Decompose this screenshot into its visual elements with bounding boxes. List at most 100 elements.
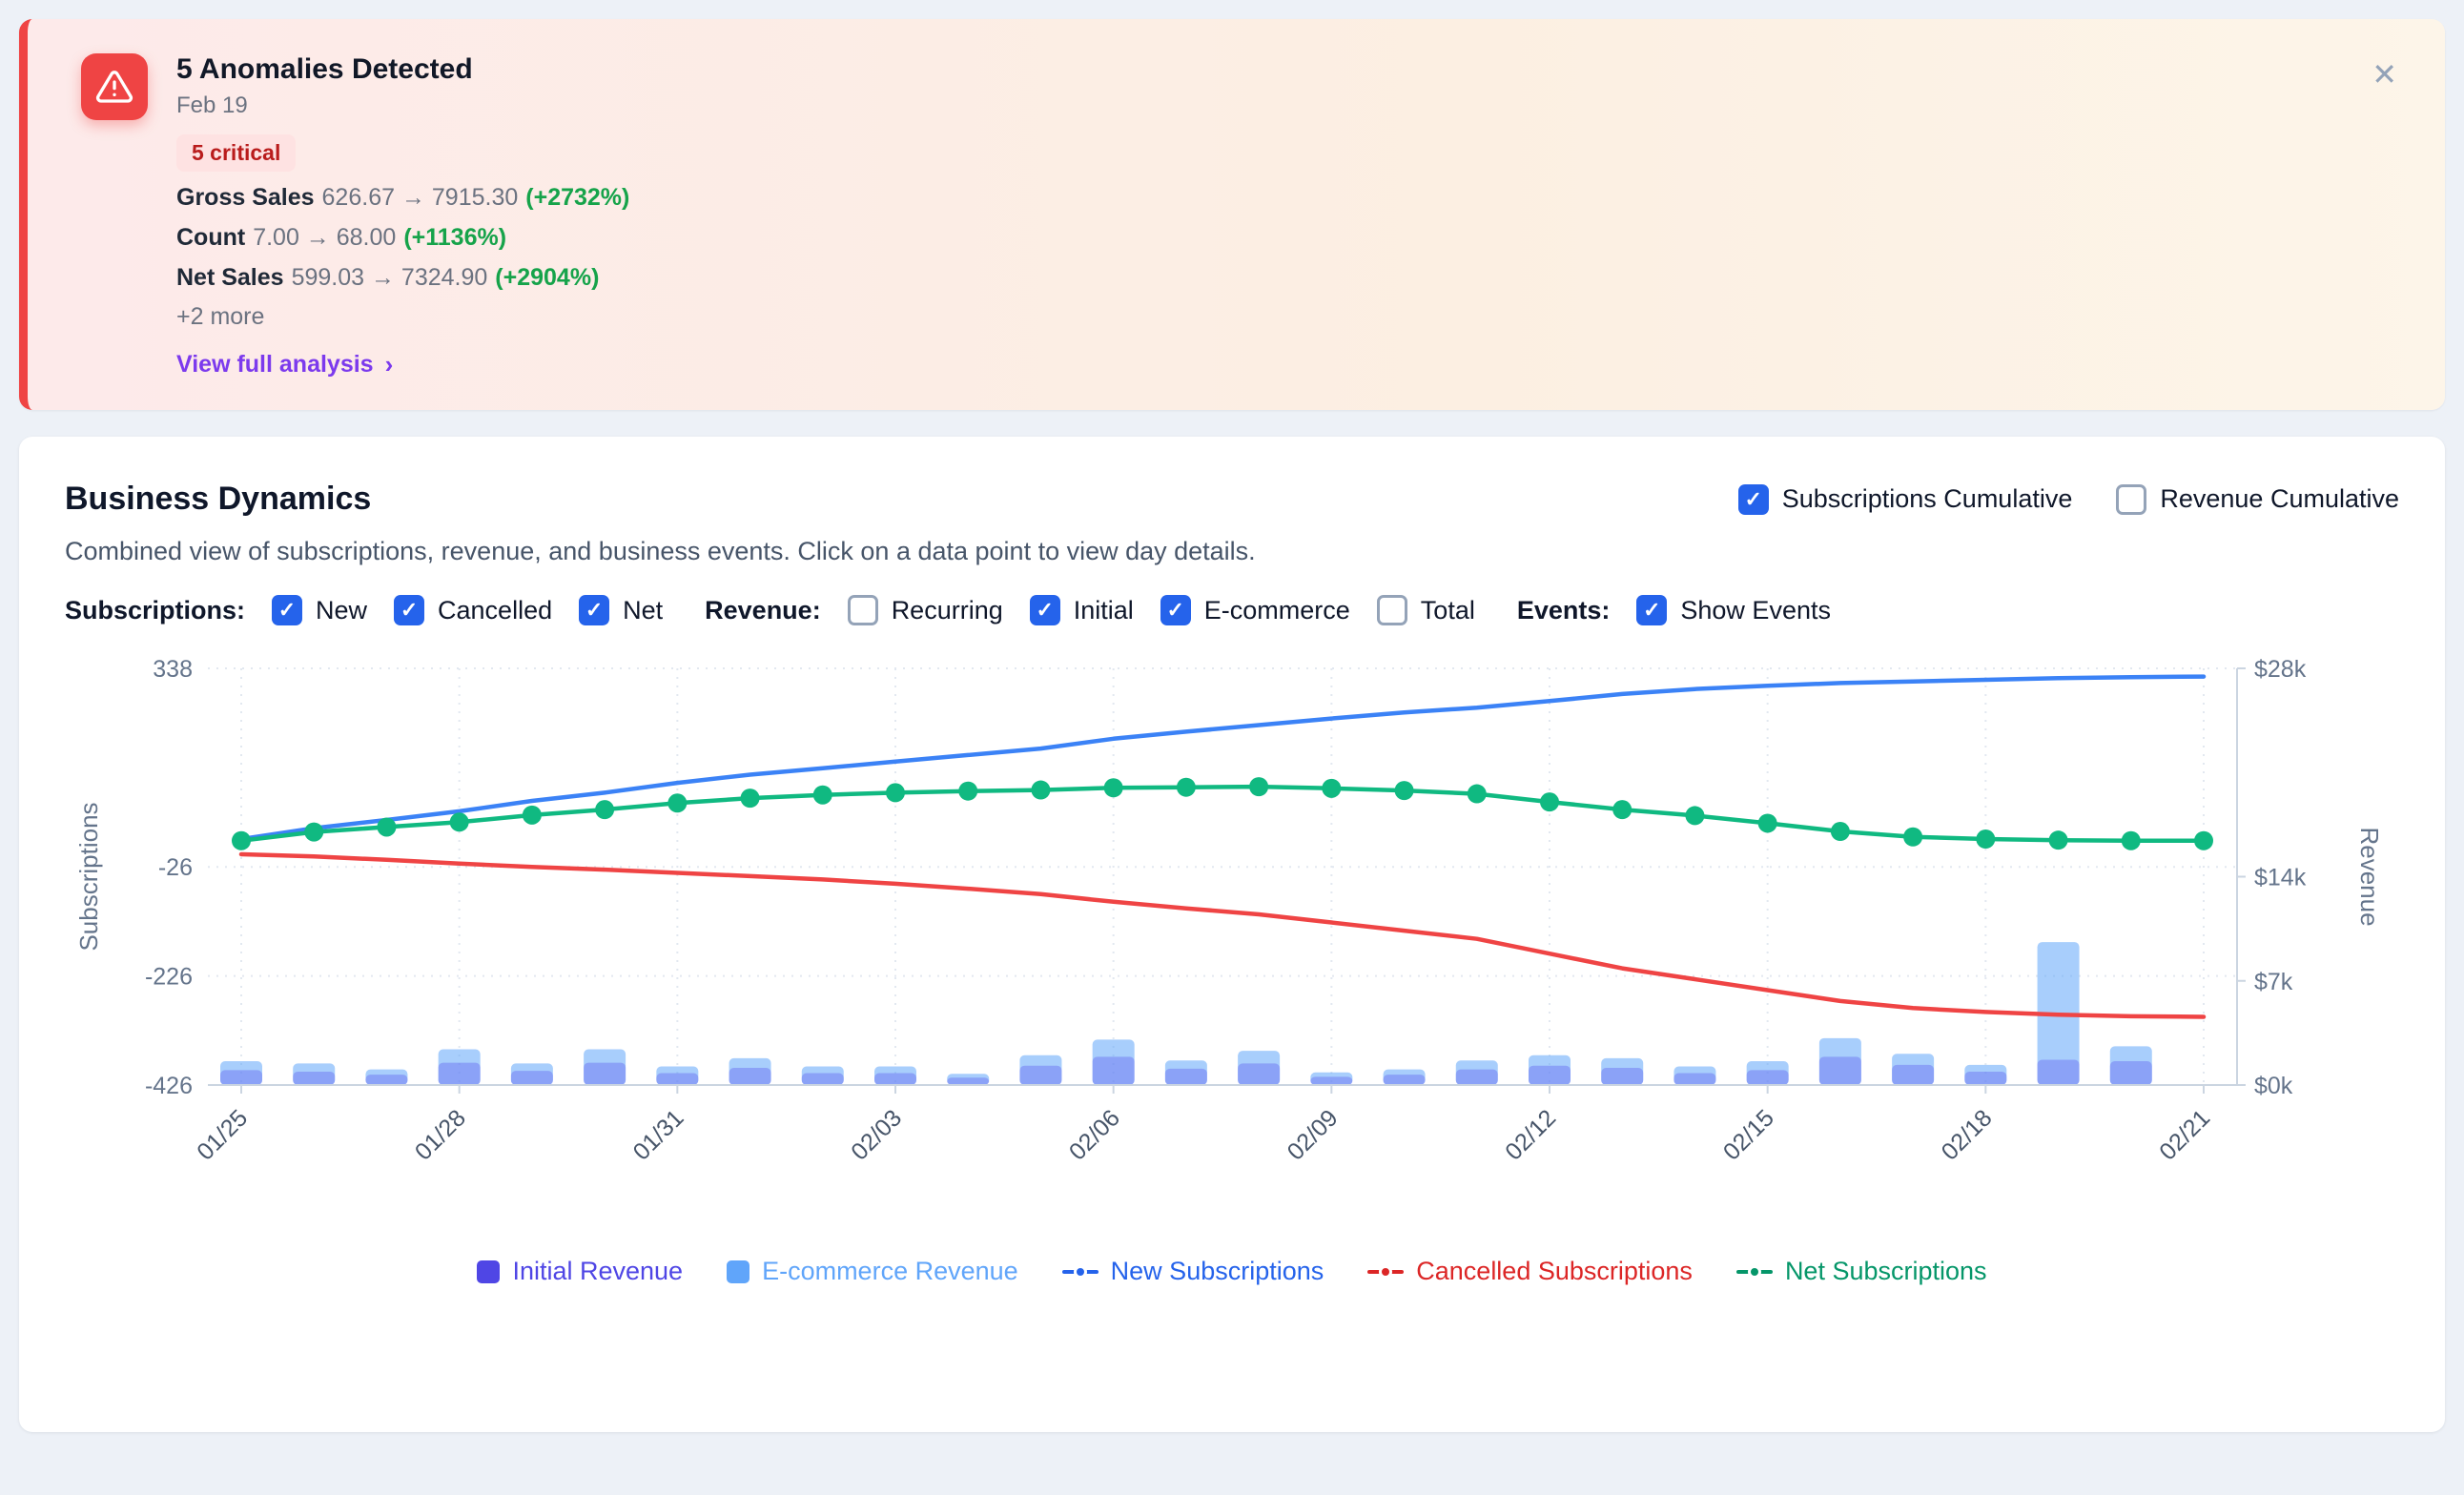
net-subscriptions-point[interactable] <box>2194 830 2213 850</box>
initial-revenue-bar[interactable] <box>1818 1056 1861 1085</box>
e-commerce-revenue-bar[interactable] <box>510 1063 553 1085</box>
e-commerce-revenue-bar[interactable] <box>1019 1055 1062 1085</box>
e-commerce-revenue-bar[interactable] <box>874 1066 916 1085</box>
initial-revenue-bar[interactable] <box>438 1062 481 1085</box>
toggle-net[interactable]: ✓ Net <box>579 595 663 625</box>
toggle-cancelled[interactable]: ✓ Cancelled <box>394 595 552 625</box>
net-subscriptions-point[interactable] <box>377 817 397 837</box>
e-commerce-revenue-bar[interactable] <box>2109 1046 2152 1085</box>
initial-revenue-bar[interactable] <box>1892 1064 1935 1085</box>
toggle-revenue-cumulative[interactable]: Revenue Cumulative <box>2116 483 2399 515</box>
initial-revenue-bar[interactable] <box>1019 1065 1062 1085</box>
initial-revenue-bar[interactable] <box>656 1073 699 1085</box>
net-subscriptions-point[interactable] <box>522 805 542 825</box>
net-subscriptions-point[interactable] <box>812 785 832 805</box>
initial-revenue-bar[interactable] <box>1673 1073 1716 1085</box>
toggle-total[interactable]: Total <box>1376 595 1475 625</box>
initial-revenue-bar[interactable] <box>293 1071 336 1085</box>
net-subscriptions-point[interactable] <box>1612 800 1632 820</box>
initial-revenue-bar[interactable] <box>729 1068 771 1085</box>
checkbox-new[interactable]: ✓ <box>272 595 303 625</box>
net-subscriptions-point[interactable] <box>1394 781 1414 801</box>
net-subscriptions-point[interactable] <box>595 800 615 820</box>
net-subscriptions-point[interactable] <box>958 781 978 801</box>
net-subscriptions-point[interactable] <box>1830 822 1850 842</box>
initial-revenue-bar[interactable] <box>584 1062 626 1085</box>
initial-revenue-bar[interactable] <box>1964 1071 2007 1085</box>
net-subscriptions-point[interactable] <box>1176 777 1196 797</box>
checkbox-subscriptions-cumulative[interactable]: ✓ <box>1737 483 1769 515</box>
net-subscriptions-point[interactable] <box>1249 777 1269 797</box>
net-subscriptions-point[interactable] <box>1685 806 1705 826</box>
checkbox-total[interactable] <box>1376 595 1407 625</box>
initial-revenue-bar[interactable] <box>947 1077 990 1085</box>
toggle-recurring[interactable]: Recurring <box>847 595 1003 625</box>
initial-revenue-bar[interactable] <box>2109 1061 2152 1085</box>
initial-revenue-bar[interactable] <box>1746 1070 1789 1085</box>
toggle-show-events[interactable]: ✓ Show Events <box>1636 595 1831 625</box>
e-commerce-revenue-bar[interactable] <box>1529 1055 1571 1085</box>
checkbox-revenue-cumulative[interactable] <box>2116 483 2147 515</box>
toggle-e-commerce[interactable]: ✓ E-commerce <box>1160 595 1350 625</box>
e-commerce-revenue-bar[interactable] <box>729 1057 771 1085</box>
e-commerce-revenue-bar[interactable] <box>947 1074 990 1085</box>
checkbox-e-commerce[interactable]: ✓ <box>1160 595 1191 625</box>
checkbox-net[interactable]: ✓ <box>579 595 610 625</box>
net-subscriptions-point[interactable] <box>1467 784 1487 804</box>
net-subscriptions-point[interactable] <box>1031 780 1051 800</box>
e-commerce-revenue-bar[interactable] <box>220 1061 262 1085</box>
initial-revenue-bar[interactable] <box>1455 1069 1498 1085</box>
initial-revenue-bar[interactable] <box>1238 1063 1281 1085</box>
e-commerce-revenue-bar[interactable] <box>1092 1039 1135 1085</box>
toggle-subscriptions-cumulative[interactable]: ✓ Subscriptions Cumulative <box>1737 483 2072 515</box>
initial-revenue-bar[interactable] <box>1383 1075 1426 1085</box>
initial-revenue-bar[interactable] <box>2037 1059 2080 1085</box>
net-subscriptions-point[interactable] <box>1903 827 1923 847</box>
toggle-initial[interactable]: ✓ Initial <box>1029 595 1134 625</box>
net-subscriptions-point[interactable] <box>1540 792 1559 812</box>
e-commerce-revenue-bar[interactable] <box>1964 1064 2007 1085</box>
e-commerce-revenue-bar[interactable] <box>584 1049 626 1085</box>
initial-revenue-bar[interactable] <box>801 1073 844 1085</box>
e-commerce-revenue-bar[interactable] <box>1892 1054 1935 1085</box>
net-subscriptions-point[interactable] <box>667 793 688 813</box>
view-full-analysis-link[interactable]: View full analysis › <box>176 350 393 379</box>
initial-revenue-bar[interactable] <box>510 1071 553 1085</box>
initial-revenue-bar[interactable] <box>1092 1056 1135 1085</box>
net-subscriptions-point[interactable] <box>2121 830 2141 850</box>
e-commerce-revenue-bar[interactable] <box>1455 1060 1498 1085</box>
initial-revenue-bar[interactable] <box>874 1073 916 1085</box>
initial-revenue-bar[interactable] <box>1529 1065 1571 1085</box>
net-subscriptions-point[interactable] <box>2048 830 2068 850</box>
net-subscriptions-point[interactable] <box>232 830 251 850</box>
initial-revenue-bar[interactable] <box>220 1070 262 1085</box>
net-subscriptions-point[interactable] <box>1757 813 1777 833</box>
e-commerce-revenue-bar[interactable] <box>1238 1051 1281 1085</box>
initial-revenue-bar[interactable] <box>1310 1076 1353 1085</box>
checkbox-show-events[interactable]: ✓ <box>1636 595 1668 625</box>
checkbox-recurring[interactable] <box>847 595 878 625</box>
e-commerce-revenue-bar[interactable] <box>656 1066 699 1085</box>
net-subscriptions-point[interactable] <box>740 788 760 809</box>
e-commerce-revenue-bar[interactable] <box>293 1063 336 1085</box>
net-subscriptions-point[interactable] <box>1322 778 1342 798</box>
business-dynamics-chart[interactable]: 338 -26 -226 -426 $28k $14k $7k $0k 01/25 01/28 01… <box>65 645 2399 1236</box>
e-commerce-revenue-bar[interactable] <box>1601 1057 1644 1085</box>
e-commerce-revenue-bar[interactable] <box>438 1049 481 1085</box>
checkbox-cancelled[interactable]: ✓ <box>394 595 425 625</box>
e-commerce-revenue-bar[interactable] <box>1310 1072 1353 1085</box>
close-icon[interactable]: ✕ <box>2368 55 2401 93</box>
net-subscriptions-point[interactable] <box>304 822 324 842</box>
initial-revenue-bar[interactable] <box>1601 1068 1644 1085</box>
toggle-new[interactable]: ✓ New <box>272 595 367 625</box>
e-commerce-revenue-bar[interactable] <box>365 1069 408 1085</box>
net-subscriptions-point[interactable] <box>886 783 905 803</box>
net-subscriptions-point[interactable] <box>1103 778 1123 798</box>
e-commerce-revenue-bar[interactable] <box>1164 1060 1207 1085</box>
e-commerce-revenue-bar[interactable] <box>1746 1061 1789 1085</box>
initial-revenue-bar[interactable] <box>1164 1068 1207 1085</box>
e-commerce-revenue-bar[interactable] <box>801 1066 844 1085</box>
e-commerce-revenue-bar[interactable] <box>1383 1069 1426 1085</box>
net-subscriptions-point[interactable] <box>449 812 469 832</box>
e-commerce-revenue-bar[interactable] <box>1673 1066 1716 1085</box>
